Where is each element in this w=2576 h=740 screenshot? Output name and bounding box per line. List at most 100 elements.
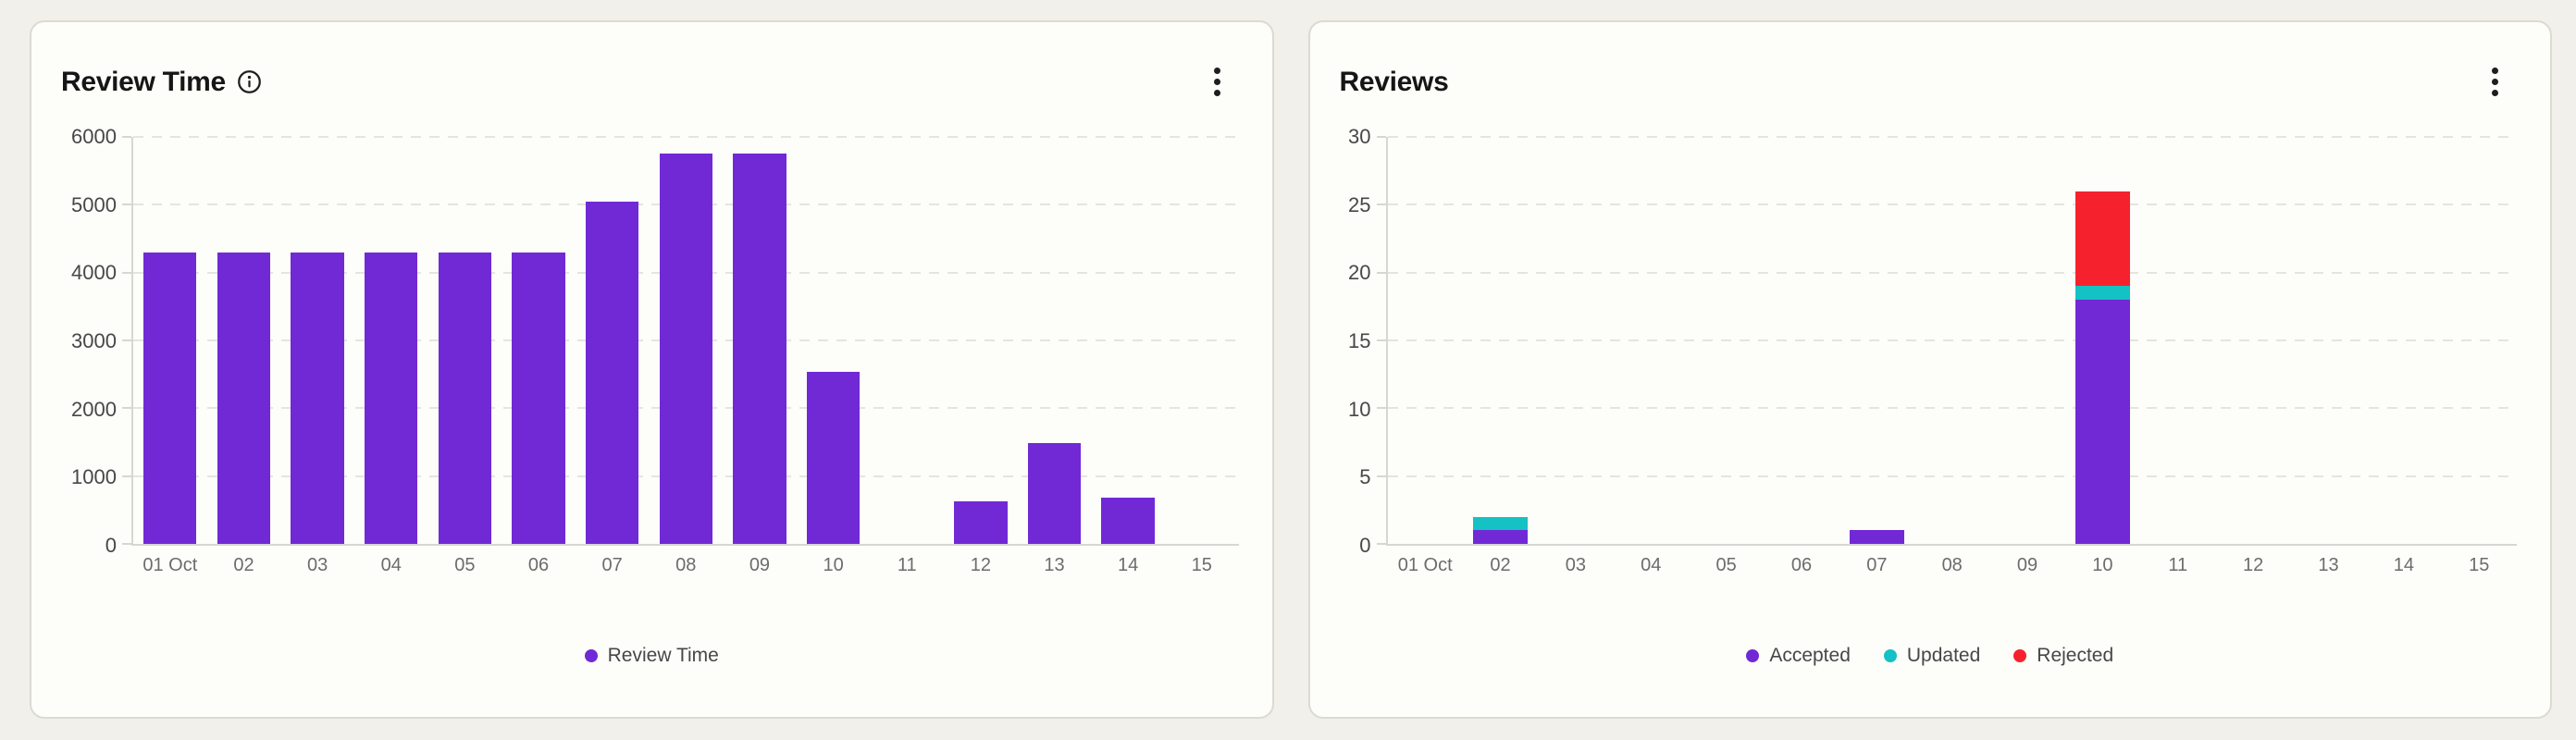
- y-axis: 0 5 10 15 20 25 30: [1340, 127, 1371, 556]
- bar-03-review time[interactable]: [291, 252, 344, 544]
- y-axis-tick-label: 30: [1348, 125, 1371, 148]
- bar-slot: [1839, 137, 1914, 544]
- y-axis-tick: [1376, 475, 1386, 477]
- plot-area: [1376, 136, 2517, 546]
- x-axis-tick-label: 06: [527, 555, 550, 575]
- x-axis-tick-label: 07: [601, 555, 623, 575]
- bar-slot: [207, 137, 281, 544]
- gridline: [1387, 271, 2517, 274]
- bar-08-review time[interactable]: [659, 154, 712, 544]
- y-axis-tick: [1376, 543, 1386, 545]
- x-axis-tick-label: 03: [1565, 555, 1587, 575]
- x-axis-tick-label: 13: [2318, 555, 2339, 575]
- kebab-menu-icon[interactable]: [1208, 62, 1226, 102]
- gridline: [133, 136, 1239, 138]
- y-axis-tick-label: 25: [1348, 192, 1371, 216]
- bars-layer: [133, 137, 1239, 544]
- legend-label: Accepted: [1769, 645, 1851, 666]
- x-axis-tick-label: 09: [749, 555, 771, 575]
- info-icon[interactable]: [237, 69, 262, 94]
- reviews-card-title: Reviews: [1339, 66, 1449, 97]
- bar-slot: [723, 137, 797, 544]
- y-axis-tick-label: 4000: [71, 261, 117, 285]
- bar-02-accepted[interactable]: [1473, 530, 1528, 544]
- bar-slot: [133, 137, 207, 544]
- y-axis-tick-label: 15: [1348, 329, 1371, 352]
- y-axis-tick: [1376, 407, 1386, 410]
- bar-slot: [576, 137, 650, 544]
- plot-area: [122, 136, 1239, 546]
- kebab-dot: [1213, 67, 1220, 74]
- kebab-dot: [1213, 78, 1220, 85]
- bar-slot: [428, 137, 502, 544]
- y-axis-tick: [122, 204, 131, 206]
- gridline: [1387, 475, 2517, 477]
- y-axis-tick-label: 2000: [71, 397, 117, 421]
- review-time-title-wrap: Review Time: [61, 67, 262, 97]
- legend-item-review time[interactable]: Review Time: [584, 645, 719, 667]
- bar-02-review time[interactable]: [217, 252, 271, 544]
- y-axis-tick-label: 10: [1348, 397, 1371, 421]
- bar-10-rejected[interactable]: [2075, 191, 2130, 287]
- x-axis-tick-label: 01 Oct: [1397, 555, 1453, 575]
- x-axis-tick-label: 09: [2016, 555, 2038, 575]
- x-axis-tick-label: 10: [823, 555, 844, 575]
- bar-slot: [280, 137, 354, 544]
- x-axis-tick-label: 13: [1044, 555, 1065, 575]
- review-time-legend: Review Time: [31, 645, 1272, 667]
- legend-label: Review Time: [607, 645, 719, 666]
- bar-10-accepted[interactable]: [2075, 300, 2130, 544]
- x-axis-tick-label: 11: [897, 555, 917, 575]
- bar-slot: [2442, 137, 2517, 544]
- kebab-dot: [2492, 78, 2498, 85]
- bar-06-review time[interactable]: [512, 252, 565, 544]
- bar-slot: [870, 137, 944, 544]
- y-axis-tick: [122, 543, 131, 545]
- review-time-card: Review Time 0 1000 2000 3000 4000 5000 6000: [30, 20, 1274, 719]
- x-axis-tick-label: 11: [2168, 555, 2188, 575]
- y-axis-tick: [122, 136, 131, 138]
- bar-02-updated[interactable]: [1473, 516, 1528, 531]
- bar-slot: [1914, 137, 1989, 544]
- bar-slot: [354, 137, 428, 544]
- x-axis-tick-label: 15: [2469, 555, 2490, 575]
- bar-09-review time[interactable]: [733, 154, 786, 544]
- legend-label: Rejected: [2037, 645, 2114, 666]
- y-axis: 0 1000 2000 3000 4000 5000 6000: [61, 127, 117, 556]
- review-time-card-header: Review Time: [61, 59, 1226, 104]
- y-axis-tick: [1376, 204, 1386, 206]
- bar-10-updated[interactable]: [2075, 286, 2130, 300]
- x-axis: 01 Oct 02 03 04 05 06 07 08 09 10 11 12 13 14 15: [1340, 555, 2518, 576]
- x-axis-spacer: [61, 555, 133, 576]
- bar-01-oct-review time[interactable]: [143, 252, 197, 544]
- kebab-dot: [2492, 89, 2498, 96]
- x-axis-labels: 01 Oct 02 03 04 05 06 07 08 09 10 11 12 13 14 15: [133, 555, 1239, 576]
- bar-05-review time[interactable]: [438, 252, 492, 544]
- bar-14-review time[interactable]: [1101, 498, 1155, 544]
- bar-slot: [1989, 137, 2064, 544]
- y-axis-tick-label: 0: [105, 534, 117, 557]
- bar-07-accepted[interactable]: [1850, 530, 1904, 544]
- legend-item-updated[interactable]: Updated: [1883, 645, 1980, 667]
- x-axis-tick-label: 08: [675, 555, 697, 575]
- x-axis-labels: 01 Oct 02 03 04 05 06 07 08 09 10 11 12 13 14 15: [1388, 555, 2518, 576]
- kebab-menu-icon[interactable]: [2486, 62, 2504, 102]
- legend-item-accepted[interactable]: Accepted: [1746, 645, 1851, 667]
- reviews-title-wrap: Reviews: [1340, 67, 1449, 97]
- legend-dot-icon: [1883, 649, 1897, 662]
- reviews-chart: 0 5 10 15 20 25 30: [1340, 127, 2517, 556]
- x-axis-tick-label: 14: [1118, 555, 1139, 575]
- bar-07-review time[interactable]: [586, 201, 639, 544]
- gridline: [1387, 339, 2517, 341]
- bar-12-review time[interactable]: [954, 500, 1008, 544]
- legend-item-rejected[interactable]: Rejected: [2013, 645, 2113, 667]
- bar-slot: [1091, 137, 1165, 544]
- y-axis-tick: [1376, 339, 1386, 341]
- gridline: [1387, 136, 2517, 138]
- bar-13-review time[interactable]: [1027, 442, 1082, 544]
- bar-04-review time[interactable]: [365, 252, 418, 544]
- x-axis-tick-label: 08: [1941, 555, 1963, 575]
- bar-10-review time[interactable]: [806, 372, 861, 544]
- review-time-chart: 0 1000 2000 3000 4000 5000 6000: [61, 127, 1239, 556]
- x-axis-tick-label: 12: [970, 555, 991, 575]
